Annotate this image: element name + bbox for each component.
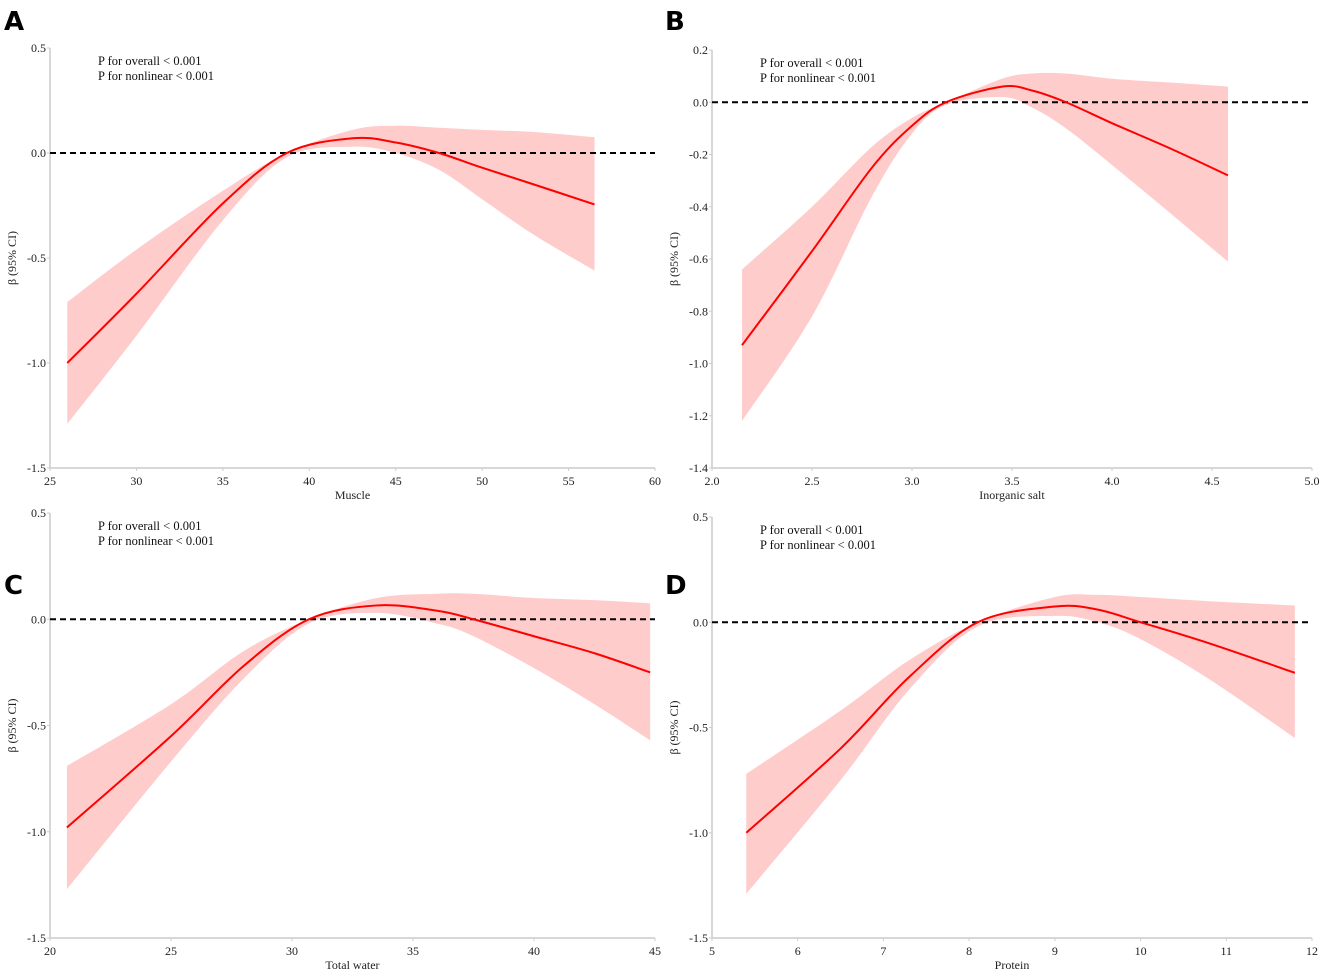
y-tick-label: 0.0 bbox=[693, 95, 708, 109]
y-tick-label: -1.5 bbox=[27, 461, 46, 475]
panel-A: A 25 30 35 40 45 50 55 60 -1.5 -1.0 -0.5 0.0 0.5 Muscl… bbox=[4, 7, 661, 502]
x-tick-label: 10 bbox=[1135, 944, 1147, 958]
y-tick-label: -1.4 bbox=[689, 461, 708, 475]
y-tick-label: -1.5 bbox=[689, 931, 708, 945]
fit-line bbox=[66, 136, 595, 364]
y-tick-label: -1.0 bbox=[27, 825, 46, 839]
x-tick-label: 60 bbox=[649, 474, 661, 488]
x-axis-label: Total water bbox=[325, 958, 379, 972]
x-tick-label: 30 bbox=[130, 474, 142, 488]
y-tick-label: -0.2 bbox=[689, 148, 708, 162]
x-tick-label: 4.5 bbox=[1205, 474, 1220, 488]
y-tick-label: -0.5 bbox=[27, 719, 46, 733]
y-axis-label: β (95% CI) bbox=[5, 698, 19, 752]
x-tick-label: 45 bbox=[390, 474, 402, 488]
p-value-annotation: P for nonlinear < 0.001 bbox=[98, 69, 214, 83]
panel-B: B 2.0 2.5 3.0 3.5 4.0 4.5 5.0 -1.4 -1.2 -1.0 -0.8 -0… bbox=[665, 7, 1320, 502]
x-tick-label: 5.0 bbox=[1305, 474, 1320, 488]
ci-band bbox=[742, 72, 1228, 421]
p-value-annotation: P for overall < 0.001 bbox=[760, 56, 863, 70]
y-tick-label: -0.6 bbox=[689, 252, 708, 266]
x-tick-label: 11 bbox=[1221, 944, 1233, 958]
x-tick-label: 40 bbox=[528, 944, 540, 958]
y-tick-label: -0.8 bbox=[689, 304, 708, 318]
x-tick-label: 25 bbox=[165, 944, 177, 958]
y-tick-label: -1.2 bbox=[689, 409, 708, 423]
y-tick-label: -0.5 bbox=[27, 251, 46, 265]
x-tick-label: 5 bbox=[709, 944, 715, 958]
x-tick-label: 3.0 bbox=[905, 474, 920, 488]
ci-band bbox=[66, 593, 651, 890]
panel-label: D bbox=[665, 571, 687, 601]
p-value-annotation: P for overall < 0.001 bbox=[98, 519, 201, 533]
x-axis-label: Muscle bbox=[335, 488, 370, 502]
y-tick-label: 0.0 bbox=[693, 615, 708, 629]
panel-D: D 5 6 7 8 9 10 11 12 -1.5 -1.0 -0.5 0.0 0.5 Protein β (… bbox=[665, 510, 1318, 972]
x-tick-label: 35 bbox=[217, 474, 229, 488]
x-tick-label: 45 bbox=[649, 944, 661, 958]
panel-label: C bbox=[4, 571, 23, 601]
x-tick-label: 2.0 bbox=[705, 474, 720, 488]
y-tick-label: -0.5 bbox=[689, 721, 708, 735]
x-axis-label: Protein bbox=[995, 958, 1030, 972]
y-tick-label: -1.0 bbox=[27, 356, 46, 370]
x-tick-label: 40 bbox=[303, 474, 315, 488]
x-tick-label: 55 bbox=[563, 474, 575, 488]
x-tick-label: 3.5 bbox=[1005, 474, 1020, 488]
fit-line bbox=[66, 604, 651, 829]
fit-line bbox=[741, 84, 1229, 346]
fit-line bbox=[745, 604, 1296, 834]
y-tick-label: -0.4 bbox=[689, 200, 708, 214]
x-tick-label: 35 bbox=[407, 944, 419, 958]
p-value-annotation: P for nonlinear < 0.001 bbox=[760, 71, 876, 85]
p-value-annotation: P for overall < 0.001 bbox=[98, 54, 201, 68]
y-tick-label: 0.0 bbox=[31, 146, 46, 160]
y-tick-label: -1.0 bbox=[689, 357, 708, 371]
y-tick-label: 0.2 bbox=[693, 43, 708, 57]
y-axis-label: β (95% CI) bbox=[5, 231, 19, 285]
y-tick-label: 0.5 bbox=[31, 506, 46, 520]
y-tick-label: 0.5 bbox=[31, 41, 46, 55]
x-tick-label: 30 bbox=[286, 944, 298, 958]
p-value-annotation: P for overall < 0.001 bbox=[760, 523, 863, 537]
panel-label: A bbox=[4, 7, 24, 37]
panel-label: B bbox=[665, 7, 685, 37]
y-tick-label: -1.5 bbox=[27, 931, 46, 945]
panel-C: C 20 25 30 35 40 45 -1.5 -1.0 -0.5 0.0 0.5 Total wat… bbox=[4, 506, 661, 972]
y-axis-label: β (95% CI) bbox=[667, 700, 681, 754]
x-tick-label: 12 bbox=[1306, 944, 1318, 958]
p-value-annotation: P for nonlinear < 0.001 bbox=[98, 534, 214, 548]
x-tick-label: 25 bbox=[44, 474, 56, 488]
x-tick-label: 20 bbox=[44, 944, 56, 958]
y-axis-label: β (95% CI) bbox=[667, 232, 681, 286]
x-tick-label: 50 bbox=[476, 474, 488, 488]
ci-band bbox=[746, 594, 1295, 894]
y-tick-label: 0.5 bbox=[693, 510, 708, 524]
x-tick-label: 7 bbox=[880, 944, 886, 958]
ci-band bbox=[67, 125, 595, 424]
x-tick-label: 2.5 bbox=[805, 474, 820, 488]
x-tick-label: 9 bbox=[1052, 944, 1058, 958]
x-tick-label: 8 bbox=[966, 944, 972, 958]
y-tick-label: -1.0 bbox=[689, 826, 708, 840]
x-axis-label: Inorganic salt bbox=[979, 488, 1045, 502]
p-value-annotation: P for nonlinear < 0.001 bbox=[760, 538, 876, 552]
x-tick-label: 4.0 bbox=[1105, 474, 1120, 488]
x-tick-label: 6 bbox=[795, 944, 801, 958]
y-tick-label: 0.0 bbox=[31, 612, 46, 626]
